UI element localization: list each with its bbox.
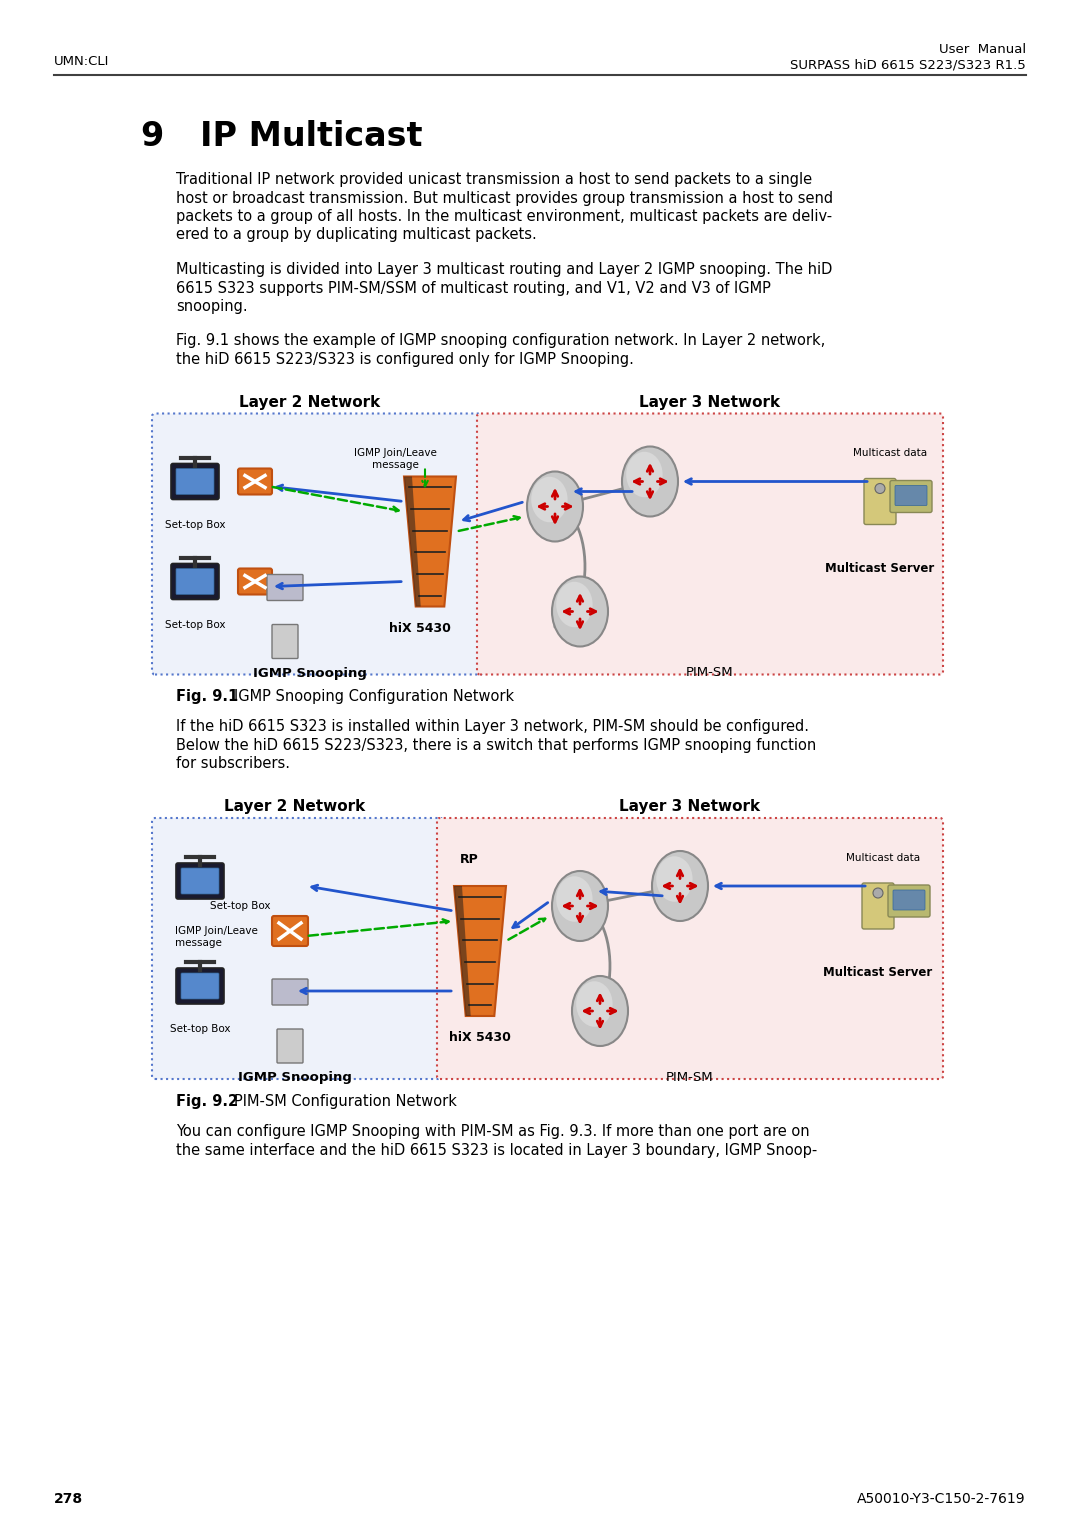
FancyBboxPatch shape bbox=[181, 973, 219, 999]
FancyBboxPatch shape bbox=[272, 979, 308, 1005]
Text: SURPASS hiD 6615 S223/S323 R1.5: SURPASS hiD 6615 S223/S323 R1.5 bbox=[791, 58, 1026, 70]
Text: Multicast Server: Multicast Server bbox=[823, 967, 933, 979]
Ellipse shape bbox=[572, 976, 627, 1046]
FancyBboxPatch shape bbox=[238, 568, 272, 594]
Text: Fig. 9.2: Fig. 9.2 bbox=[176, 1093, 238, 1109]
FancyBboxPatch shape bbox=[895, 486, 927, 505]
FancyBboxPatch shape bbox=[152, 414, 483, 675]
FancyBboxPatch shape bbox=[893, 890, 924, 910]
Text: 9: 9 bbox=[140, 121, 163, 153]
Ellipse shape bbox=[531, 476, 568, 522]
FancyBboxPatch shape bbox=[176, 469, 214, 495]
Text: Multicast data: Multicast data bbox=[853, 449, 927, 458]
Text: Layer 3 Network: Layer 3 Network bbox=[620, 799, 760, 814]
FancyBboxPatch shape bbox=[272, 625, 298, 658]
Text: the same interface and the hiD 6615 S323 is located in Layer 3 boundary, IGMP Sn: the same interface and the hiD 6615 S323… bbox=[176, 1142, 818, 1157]
Ellipse shape bbox=[556, 876, 593, 922]
FancyBboxPatch shape bbox=[238, 469, 272, 495]
Ellipse shape bbox=[552, 577, 608, 646]
Ellipse shape bbox=[657, 857, 692, 902]
Text: for subscribers.: for subscribers. bbox=[176, 756, 291, 771]
Text: Layer 2 Network: Layer 2 Network bbox=[240, 394, 380, 409]
Text: message: message bbox=[175, 938, 221, 948]
FancyBboxPatch shape bbox=[176, 968, 224, 1003]
Text: 6615 S323 supports PIM-SM/SSM of multicast routing, and V1, V2 and V3 of IGMP: 6615 S323 supports PIM-SM/SSM of multica… bbox=[176, 281, 771, 296]
Text: User  Manual: User Manual bbox=[939, 43, 1026, 56]
FancyBboxPatch shape bbox=[176, 863, 224, 899]
Text: message: message bbox=[372, 461, 418, 470]
Circle shape bbox=[873, 889, 883, 898]
Text: snooping.: snooping. bbox=[176, 299, 247, 315]
FancyBboxPatch shape bbox=[267, 574, 303, 600]
Text: A50010-Y3-C150-2-7619: A50010-Y3-C150-2-7619 bbox=[858, 1492, 1026, 1506]
FancyBboxPatch shape bbox=[864, 478, 896, 524]
Text: host or broadcast transmission. But multicast provides group transmission a host: host or broadcast transmission. But mult… bbox=[176, 191, 833, 206]
Text: 278: 278 bbox=[54, 1492, 83, 1506]
Text: IGMP Join/Leave: IGMP Join/Leave bbox=[353, 449, 436, 458]
Ellipse shape bbox=[552, 870, 608, 941]
Text: Set-top Box: Set-top Box bbox=[165, 519, 226, 530]
Text: UMN:CLI: UMN:CLI bbox=[54, 55, 109, 69]
Text: IP Multicast: IP Multicast bbox=[200, 121, 422, 153]
Text: Traditional IP network provided unicast transmission a host to send packets to a: Traditional IP network provided unicast … bbox=[176, 173, 812, 186]
Text: You can configure IGMP Snooping with PIM-SM as Fig. 9.3. If more than one port a: You can configure IGMP Snooping with PIM… bbox=[176, 1124, 810, 1139]
Text: Multicasting is divided into Layer 3 multicast routing and Layer 2 IGMP snooping: Multicasting is divided into Layer 3 mul… bbox=[176, 263, 833, 276]
Text: Multicast data: Multicast data bbox=[846, 854, 920, 863]
Text: Below the hiD 6615 S223/S323, there is a switch that performs IGMP snooping func: Below the hiD 6615 S223/S323, there is a… bbox=[176, 738, 816, 753]
Text: ered to a group by duplicating multicast packets.: ered to a group by duplicating multicast… bbox=[176, 228, 537, 243]
Text: PIM-SM: PIM-SM bbox=[666, 1070, 714, 1084]
FancyBboxPatch shape bbox=[181, 867, 219, 893]
Text: Set-top Box: Set-top Box bbox=[210, 901, 270, 912]
Text: packets to a group of all hosts. In the multicast environment, multicast packets: packets to a group of all hosts. In the … bbox=[176, 209, 832, 224]
Polygon shape bbox=[454, 886, 507, 1015]
FancyBboxPatch shape bbox=[477, 414, 943, 675]
Text: hiX 5430: hiX 5430 bbox=[389, 621, 451, 635]
Text: Set-top Box: Set-top Box bbox=[170, 1025, 230, 1034]
Text: Multicast Server: Multicast Server bbox=[825, 562, 934, 574]
Text: Layer 3 Network: Layer 3 Network bbox=[639, 394, 781, 409]
Text: RP: RP bbox=[460, 854, 478, 866]
Ellipse shape bbox=[556, 582, 593, 628]
Text: If the hiD 6615 S323 is installed within Layer 3 network, PIM-SM should be confi: If the hiD 6615 S323 is installed within… bbox=[176, 719, 809, 734]
FancyBboxPatch shape bbox=[171, 563, 219, 600]
Text: Layer 2 Network: Layer 2 Network bbox=[225, 799, 366, 814]
Ellipse shape bbox=[577, 982, 612, 1026]
FancyBboxPatch shape bbox=[437, 818, 943, 1080]
FancyBboxPatch shape bbox=[276, 1029, 303, 1063]
Text: IGMP Snooping: IGMP Snooping bbox=[253, 666, 367, 680]
Ellipse shape bbox=[622, 446, 678, 516]
Ellipse shape bbox=[652, 851, 708, 921]
FancyBboxPatch shape bbox=[272, 916, 308, 947]
FancyBboxPatch shape bbox=[890, 481, 932, 513]
FancyBboxPatch shape bbox=[171, 464, 219, 499]
FancyBboxPatch shape bbox=[152, 818, 443, 1080]
Ellipse shape bbox=[626, 452, 663, 498]
Text: Fig. 9.1 shows the example of IGMP snooping configuration network. In Layer 2 ne: Fig. 9.1 shows the example of IGMP snoop… bbox=[176, 333, 825, 348]
Text: IGMP Snooping: IGMP Snooping bbox=[238, 1070, 352, 1084]
Polygon shape bbox=[404, 476, 421, 606]
Text: PIM-SM: PIM-SM bbox=[686, 666, 733, 680]
Text: IGMP Join/Leave: IGMP Join/Leave bbox=[175, 925, 258, 936]
FancyBboxPatch shape bbox=[862, 883, 894, 928]
Text: Set-top Box: Set-top Box bbox=[165, 620, 226, 629]
Circle shape bbox=[875, 484, 885, 493]
Text: the hiD 6615 S223/S323 is configured only for IGMP Snooping.: the hiD 6615 S223/S323 is configured onl… bbox=[176, 353, 634, 366]
FancyBboxPatch shape bbox=[176, 568, 214, 594]
FancyBboxPatch shape bbox=[888, 886, 930, 918]
Ellipse shape bbox=[527, 472, 583, 542]
Text: IGMP Snooping Configuration Network: IGMP Snooping Configuration Network bbox=[234, 690, 514, 704]
Polygon shape bbox=[404, 476, 456, 606]
Text: Fig. 9.1: Fig. 9.1 bbox=[176, 690, 239, 704]
Polygon shape bbox=[454, 886, 471, 1015]
Text: PIM-SM Configuration Network: PIM-SM Configuration Network bbox=[234, 1093, 457, 1109]
Text: hiX 5430: hiX 5430 bbox=[449, 1031, 511, 1044]
